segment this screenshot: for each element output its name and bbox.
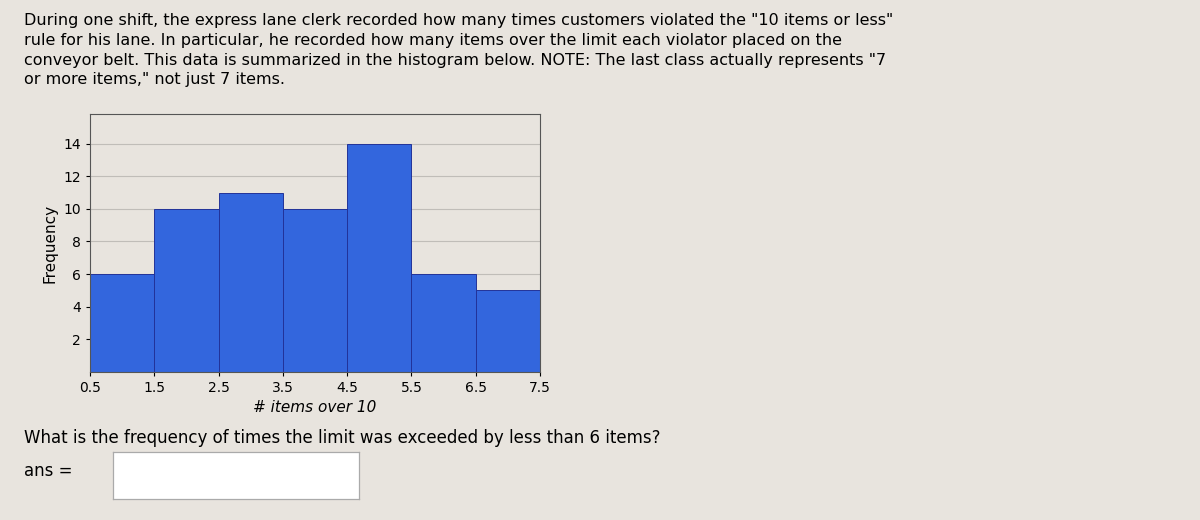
- Text: During one shift, the express lane clerk recorded how many times customers viola: During one shift, the express lane clerk…: [24, 13, 893, 87]
- Bar: [475, 290, 540, 372]
- Y-axis label: Frequency: Frequency: [43, 203, 58, 283]
- X-axis label: # items over 10: # items over 10: [253, 400, 377, 415]
- Text: ans =: ans =: [24, 462, 72, 479]
- Bar: [218, 192, 283, 372]
- Bar: [155, 209, 218, 372]
- Bar: [347, 144, 412, 372]
- Bar: [283, 209, 347, 372]
- Text: What is the frequency of times the limit was exceeded by less than 6 items?: What is the frequency of times the limit…: [24, 429, 660, 447]
- Bar: [412, 274, 475, 372]
- Bar: [90, 274, 155, 372]
